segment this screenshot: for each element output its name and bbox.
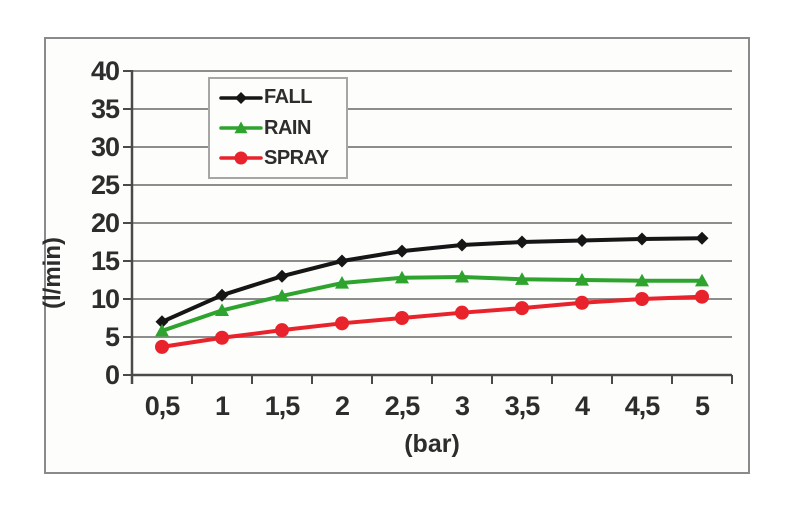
legend-label-fall: FALL (264, 86, 313, 109)
svg-text:2: 2 (335, 391, 349, 421)
svg-text:25: 25 (91, 170, 120, 200)
svg-text:4: 4 (575, 391, 590, 421)
y-axis-title-text: (l/min) (39, 237, 66, 309)
svg-text:3,5: 3,5 (505, 391, 541, 421)
svg-text:5: 5 (105, 322, 120, 352)
rain-series-marker-icon (219, 121, 263, 134)
legend-item-fall: FALL (219, 86, 346, 109)
legend-label-spray: SPRAY (264, 146, 329, 169)
svg-text:1: 1 (215, 391, 230, 421)
legend-item-spray: SPRAY (219, 147, 346, 170)
fall-series-marker-icon (219, 91, 263, 104)
svg-text:30: 30 (91, 132, 119, 162)
legend-item-rain: RAIN (219, 117, 346, 140)
svg-text:0,5: 0,5 (145, 391, 181, 421)
svg-text:3: 3 (455, 391, 470, 421)
spray-series-marker-icon (219, 151, 263, 165)
series-spray (155, 289, 709, 354)
svg-text:40: 40 (91, 56, 119, 86)
svg-text:15: 15 (91, 246, 120, 276)
svg-text:1,5: 1,5 (265, 391, 301, 421)
series-fall (155, 231, 709, 329)
x-axis-title: (bar) (404, 430, 460, 458)
svg-text:10: 10 (91, 284, 119, 314)
legend-label-rain: RAIN (264, 116, 311, 139)
svg-text:20: 20 (91, 208, 119, 238)
svg-text:4,5: 4,5 (625, 391, 661, 421)
svg-text:5: 5 (695, 391, 710, 421)
series-rain (155, 269, 709, 337)
svg-text:35: 35 (91, 94, 120, 124)
legend: FALL RAIN SPRAY (208, 77, 348, 179)
svg-text:0: 0 (105, 360, 119, 390)
svg-text:2,5: 2,5 (385, 391, 421, 421)
